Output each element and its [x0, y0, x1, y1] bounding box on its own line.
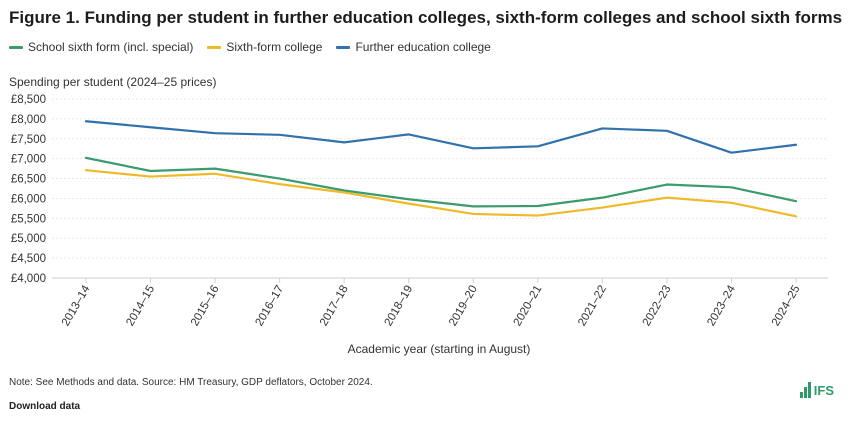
legend-swatch-school [9, 45, 23, 49]
legend-label-further-education: Further education college [355, 40, 491, 54]
x-tick-label: 2023–24 [705, 283, 738, 328]
legend-swatch-further-education [336, 45, 351, 49]
x-tick-label: 2020–21 [512, 284, 545, 329]
legend-item-further-education[interactable]: Further education college [336, 40, 491, 54]
x-tick-label: 2022–23 [641, 284, 674, 329]
x-tick-label: 2017–18 [318, 284, 351, 329]
x-tick-label: 2019–20 [447, 283, 480, 328]
chart-title: Figure 1. Funding per student in further… [9, 8, 843, 27]
y-tick-label: £6,500 [11, 174, 46, 186]
school-sixth-form-line [84, 156, 798, 208]
x-tick-label: 2016–17 [253, 284, 286, 329]
x-tick-label: 2014–15 [124, 284, 157, 329]
x-axis-label: Academic year (starting in August) [347, 342, 531, 356]
y-tick-label: £6,000 [11, 193, 46, 205]
x-tick-label: 2015–16 [189, 284, 222, 329]
legend: School sixth form (incl. special) Sixth-… [9, 40, 491, 54]
y-tick-label: £7,500 [11, 134, 46, 146]
y-tick-label: £5,500 [11, 213, 46, 225]
legend-label-sixth-form: Sixth-form college [226, 40, 323, 54]
sixth-form-college-line [84, 169, 798, 218]
bar-chart-icon [799, 382, 811, 398]
legend-swatch-sixth-form [207, 45, 222, 49]
ifs-logo: IFS [799, 382, 834, 398]
further-education-college-line [84, 120, 798, 154]
x-tick-label: 2013–14 [60, 283, 93, 328]
logo-text: IFS [813, 383, 834, 398]
y-tick-label: £5,000 [11, 233, 46, 245]
y-tick-label: £7,000 [11, 154, 46, 166]
download-data-link[interactable]: Download data [9, 401, 81, 412]
y-tick-label: £4,500 [11, 253, 46, 265]
legend-item-sixth-form[interactable]: Sixth-form college [207, 40, 322, 54]
y-tick-label: £8,000 [11, 114, 46, 126]
x-tick-label: 2018–19 [383, 284, 416, 329]
x-tick-label: 2021–22 [576, 284, 609, 329]
x-tick-label: 2024–25 [770, 284, 803, 329]
source-note: Note: See Methods and data. Source: HM T… [9, 377, 373, 388]
y-axis-label: Spending per student (2024–25 prices) [9, 75, 217, 89]
legend-label-school: School sixth form (incl. special) [28, 40, 194, 54]
legend-item-school[interactable]: School sixth form (incl. special) [9, 40, 193, 54]
y-tick-label: £8,500 [11, 94, 46, 106]
y-tick-label: £4,000 [11, 273, 46, 285]
